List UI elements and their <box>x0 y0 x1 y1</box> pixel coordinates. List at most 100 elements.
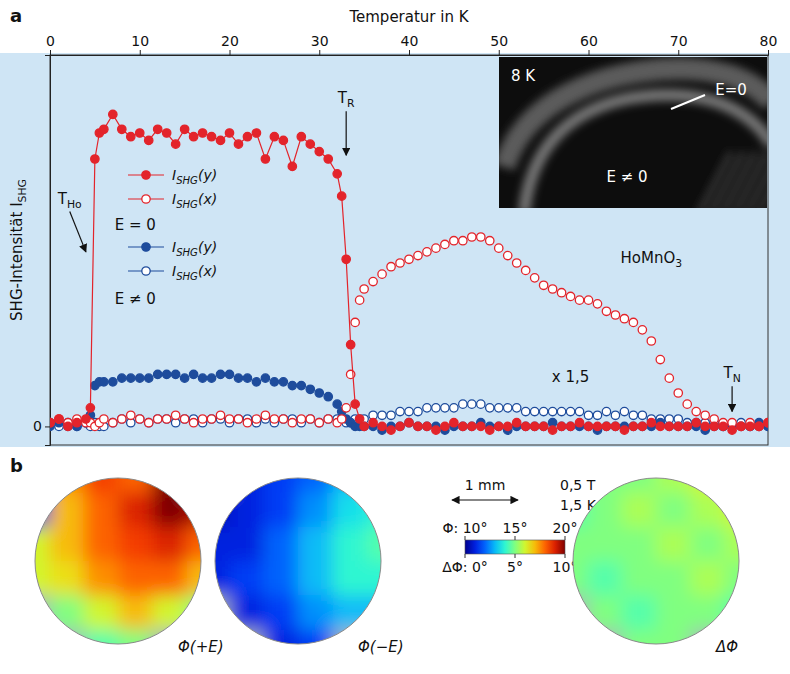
data-point <box>584 296 592 304</box>
annotation: THo <box>57 190 82 211</box>
data-point <box>602 307 610 315</box>
x-axis: 01020304050607080 <box>46 33 777 56</box>
data-point <box>154 415 162 423</box>
data-point <box>486 404 494 412</box>
data-point <box>674 422 682 430</box>
subscript: SHG <box>176 271 198 282</box>
legend-label: ISHG(x) <box>172 263 217 282</box>
data-point <box>315 419 323 427</box>
map-cell <box>622 527 657 562</box>
map-cell <box>622 561 657 596</box>
data-point <box>180 374 188 382</box>
data-point <box>611 422 619 430</box>
inset-image: 8 KE=0E ≠ 0 <box>499 57 790 213</box>
data-point <box>171 140 179 148</box>
map-cell <box>332 492 367 527</box>
data-point <box>665 374 673 382</box>
data-point <box>127 411 135 419</box>
data-point <box>414 407 422 415</box>
map-background <box>195 630 230 665</box>
annotation-arrow <box>731 386 732 411</box>
map-cell <box>656 458 691 493</box>
data-point <box>324 393 332 401</box>
data-point <box>441 404 449 412</box>
data-point <box>755 422 763 430</box>
data-point <box>450 419 458 427</box>
text-run: 15° <box>503 520 528 536</box>
map-cell <box>49 527 84 562</box>
data-point <box>620 407 628 415</box>
y-tick-mark <box>45 426 50 427</box>
data-point <box>234 415 242 423</box>
map-background <box>553 458 588 493</box>
map-background <box>367 458 402 493</box>
data-point <box>180 415 188 423</box>
data-point <box>548 426 556 434</box>
data-point <box>665 422 673 430</box>
data-point <box>530 274 538 282</box>
map-cell <box>656 630 691 665</box>
data-point <box>539 422 547 430</box>
data-point <box>764 419 768 427</box>
data-point <box>252 378 260 386</box>
data-point <box>638 326 646 334</box>
data-point <box>468 233 476 241</box>
data-point <box>521 422 529 430</box>
map-cell <box>264 595 299 630</box>
data-point <box>755 422 763 430</box>
data-point <box>198 415 206 423</box>
data-point <box>243 133 251 141</box>
data-point <box>611 422 619 430</box>
text-run: HoMnO <box>621 249 676 267</box>
data-point <box>557 422 565 430</box>
x-tick-label: 40 <box>401 33 419 49</box>
data-point <box>486 237 494 245</box>
y-axis-line <box>45 56 51 446</box>
data-point <box>355 296 363 304</box>
map-cell <box>553 527 588 562</box>
map-cell <box>15 561 50 596</box>
subscript: SHG <box>16 179 29 202</box>
data-point <box>575 419 583 427</box>
data-point <box>396 407 404 415</box>
map-cell <box>622 492 657 527</box>
data-point <box>198 374 206 382</box>
data-point <box>333 170 341 178</box>
annotation: HoMnO3 <box>621 249 683 270</box>
data-point <box>728 426 736 434</box>
map-cell <box>587 492 622 527</box>
map-cell <box>118 527 153 562</box>
x-tick-mark <box>678 50 679 55</box>
colorbar-label: 20° <box>553 520 578 536</box>
data-point <box>647 419 655 427</box>
map-cell <box>264 527 299 562</box>
data-point <box>629 422 637 430</box>
legend-marker <box>142 171 150 179</box>
text-run: Temperatur in K <box>348 8 469 26</box>
x-tick-mark <box>230 50 231 55</box>
map-cell <box>84 561 119 596</box>
map-label: ΔΦ <box>715 638 738 656</box>
text-run: 0,5 T <box>560 477 596 493</box>
data-point <box>593 300 601 308</box>
data-point <box>486 426 494 434</box>
data-point <box>396 422 404 430</box>
data-point <box>593 411 601 419</box>
text-run: 1 mm <box>465 477 506 493</box>
data-point <box>136 374 144 382</box>
inset-texture-blur <box>504 69 767 208</box>
figure-canvas: aTemperatur in KSHG-Intensität ISHG01020… <box>0 0 790 674</box>
subscript: N <box>733 372 741 385</box>
data-point <box>198 129 206 137</box>
subscript: SHG <box>176 247 198 258</box>
data-point <box>136 415 144 423</box>
annotation: x 1,5 <box>552 368 590 386</box>
data-point <box>324 415 332 423</box>
data-point <box>55 415 63 423</box>
data-point <box>477 233 485 241</box>
figure: aTemperatur in KSHG-Intensität ISHG01020… <box>0 0 790 674</box>
scale-bar-label: 1 mm <box>465 477 506 493</box>
data-point <box>683 422 691 430</box>
map-cell <box>622 458 657 493</box>
text-run: (x) <box>198 263 217 279</box>
